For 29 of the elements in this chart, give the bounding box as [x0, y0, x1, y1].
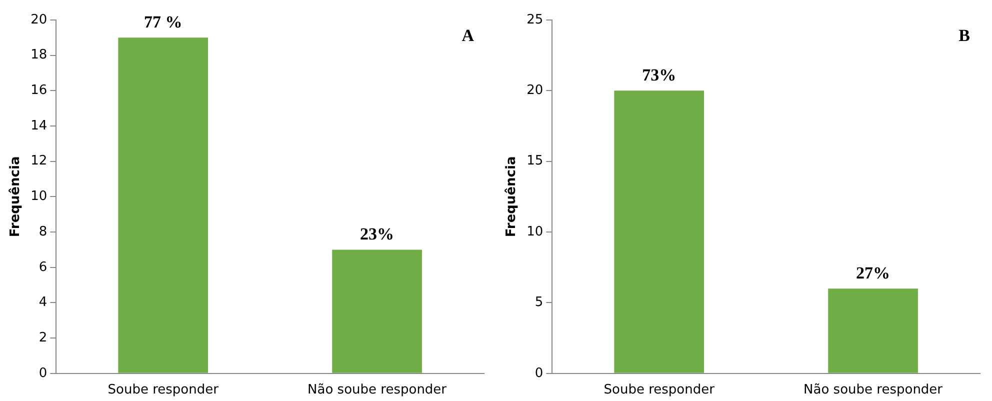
x-tick-label: Soube responder	[108, 382, 220, 398]
y-axis-title: Frequência	[8, 156, 24, 238]
annotation: A	[462, 26, 475, 45]
y-tick-label: 4	[38, 295, 48, 310]
y-tick-label: 10	[526, 224, 544, 240]
y-tick-label: 20	[30, 12, 48, 28]
y-tick-label: 10	[30, 189, 48, 204]
y-tick-label: 8	[38, 224, 48, 240]
annotation: B	[958, 26, 970, 45]
y-tick-label: 20	[526, 83, 544, 98]
y-tick-label: 14	[30, 118, 48, 134]
y-axis-title: Frequência	[504, 156, 520, 238]
y-tick-label: 6	[38, 260, 48, 275]
x-tick-label: Não soube responder	[308, 382, 448, 398]
annotation: 23%	[360, 224, 394, 244]
y-tick-label: 15	[526, 154, 544, 169]
annotation: 27%	[856, 263, 890, 282]
annotation: 73%	[642, 66, 676, 85]
y-tick-label: 5	[534, 295, 544, 310]
y-tick-label: 2	[38, 330, 48, 346]
y-tick-label: 0	[534, 366, 544, 381]
y-tick-label: 25	[526, 12, 544, 28]
y-tick-label: 18	[30, 48, 48, 63]
y-tick-label: 0	[38, 366, 48, 381]
y-tick-label: 16	[30, 83, 48, 98]
y-tick-label: 12	[30, 154, 48, 169]
x-tick-label: Soube responder	[604, 382, 716, 398]
x-tick-label: Não soube responder	[804, 382, 944, 398]
annotation: 77 %	[144, 12, 182, 32]
